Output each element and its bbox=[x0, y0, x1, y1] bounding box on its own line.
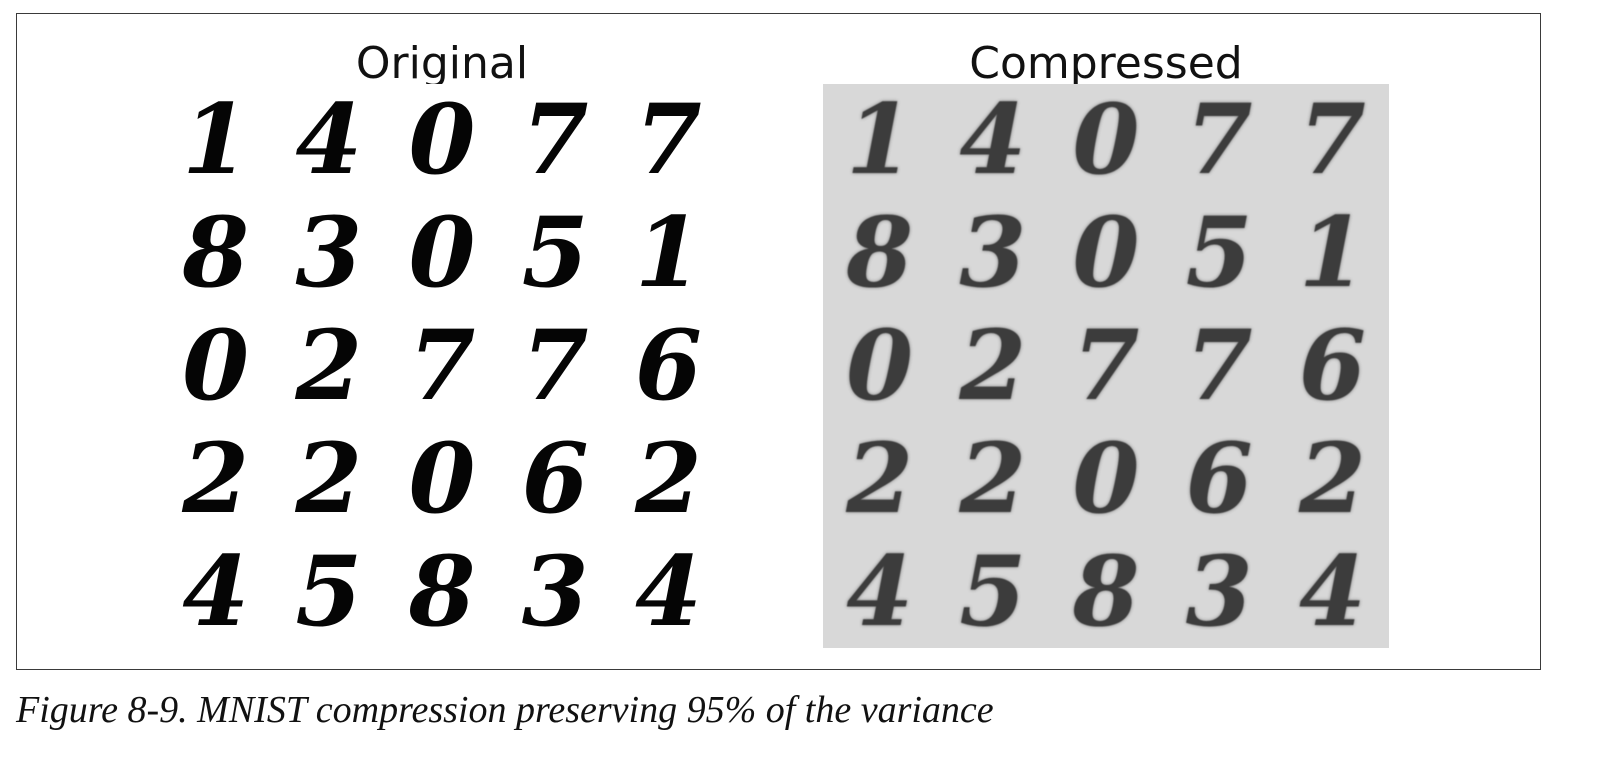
compressed-digit: 2 bbox=[846, 421, 913, 535]
original-digit: 4 bbox=[634, 534, 702, 648]
compressed-digit: 6 bbox=[1298, 308, 1366, 422]
compressed-digit: 0 bbox=[1072, 83, 1140, 197]
compressed-digit: 2 bbox=[959, 308, 1027, 422]
original-digit: 8 bbox=[408, 534, 476, 648]
compressed-digit: 0 bbox=[1072, 196, 1140, 310]
compressed-digit: 2 bbox=[959, 421, 1027, 535]
compressed-digit: 3 bbox=[959, 196, 1027, 310]
original-digit: 3 bbox=[521, 534, 589, 648]
compressed-digit: 0 bbox=[1072, 421, 1140, 535]
compressed-digit: 7 bbox=[1185, 83, 1253, 197]
original-digit: 0 bbox=[408, 196, 476, 310]
compressed-digit: 8 bbox=[1072, 534, 1140, 648]
compressed-digit: 3 bbox=[1185, 534, 1253, 648]
compressed-digit: 4 bbox=[959, 83, 1027, 197]
compressed-digit: 6 bbox=[1185, 421, 1253, 535]
original-digit: 2 bbox=[295, 421, 363, 535]
original-digit: 2 bbox=[634, 421, 702, 535]
original-digit: 0 bbox=[408, 83, 476, 197]
original-digit: 1 bbox=[182, 83, 249, 197]
original-digit: 6 bbox=[521, 421, 589, 535]
original-digit: 1 bbox=[634, 196, 702, 310]
compressed-digit: 2 bbox=[1298, 421, 1366, 535]
original-digit: 2 bbox=[295, 308, 363, 422]
original-digit: 5 bbox=[295, 534, 363, 648]
original-digit: 0 bbox=[182, 308, 249, 422]
original-digit: 2 bbox=[182, 421, 249, 535]
original-digit: 4 bbox=[182, 534, 249, 648]
panel-title-original: Original bbox=[355, 38, 529, 89]
compressed-digit: 4 bbox=[1298, 534, 1366, 648]
compressed-digit: 0 bbox=[846, 308, 913, 422]
compressed-digit: 1 bbox=[846, 83, 913, 197]
original-digit: 0 bbox=[408, 421, 476, 535]
original-digit: 4 bbox=[295, 83, 363, 197]
original-digit: 7 bbox=[634, 83, 702, 197]
original-digit: 6 bbox=[634, 308, 702, 422]
original-digit: 7 bbox=[521, 83, 589, 197]
original-digit: 5 bbox=[521, 196, 589, 310]
compressed-digit: 5 bbox=[959, 534, 1027, 648]
figure-caption: Figure 8-9. MNIST compression preserving… bbox=[16, 689, 994, 731]
compressed-digit: 4 bbox=[846, 534, 913, 648]
compressed-digit: 8 bbox=[846, 196, 913, 310]
panel-title-compressed: Compressed bbox=[969, 38, 1243, 89]
original-digit: 7 bbox=[521, 308, 589, 422]
compressed-digit: 1 bbox=[1298, 196, 1366, 310]
original-digit: 3 bbox=[295, 196, 363, 310]
compressed-digit: 5 bbox=[1185, 196, 1253, 310]
original-digit: 8 bbox=[182, 196, 249, 310]
compressed-digit: 7 bbox=[1072, 308, 1140, 422]
compressed-digit: 7 bbox=[1185, 308, 1253, 422]
original-digit: 7 bbox=[408, 308, 476, 422]
compressed-digit: 7 bbox=[1298, 83, 1366, 197]
